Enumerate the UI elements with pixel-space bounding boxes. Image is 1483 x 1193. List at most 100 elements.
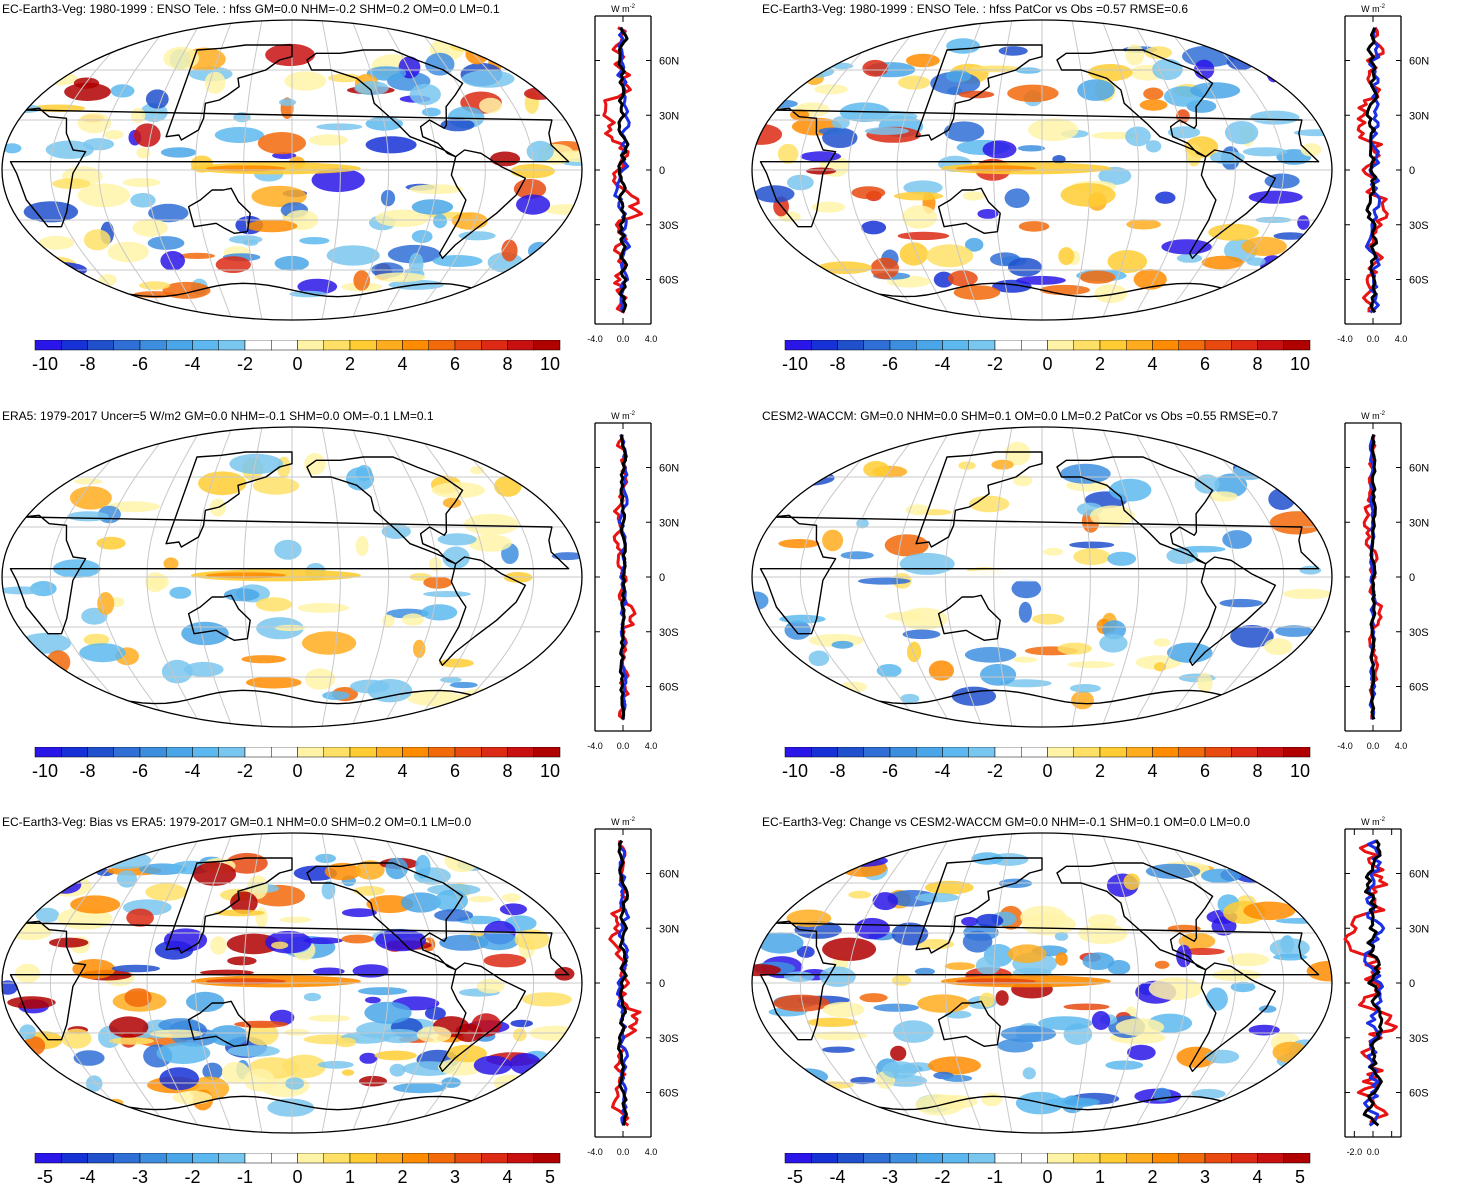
panel-cesm2: CESM2-WACCM: GM=0.0 NHM=0.0 SHM=0.1 OM=0… [750,407,1483,787]
colorbar: -10 -8 -6 -4 -2 0 2 4 6 8 10 [32,340,561,374]
meridian-line [944,20,983,320]
profile-lat-label: 30S [1409,1033,1429,1045]
map-border [1,832,583,1134]
anomaly-patch [440,118,475,132]
colorbar-cell [968,747,996,758]
anomaly-patch [297,602,350,613]
anomaly-patch [885,611,924,621]
anomaly-patch [179,252,215,259]
profile-line-black [617,839,629,1126]
colorbar-tick-label: 0 [292,761,302,781]
anomaly-patch [15,963,41,983]
profile-lat-label: 30S [659,220,679,232]
anomaly-patch [423,591,471,598]
anomaly-patch [1133,269,1167,290]
colorbar-cell [192,747,219,758]
colorbar-cell [139,340,167,351]
colorbar-cell [428,747,456,758]
colorbar-cell [863,747,891,758]
anomaly-patch [551,552,582,561]
colorbar-cell [889,747,917,758]
anomaly-patch [1013,475,1033,487]
colorbar-cell [533,340,561,351]
anomaly-patch [926,244,974,268]
anomaly-patch [132,218,168,237]
profile-lat-label: 30N [1409,923,1429,935]
anomaly-patch [982,140,1017,159]
anomaly-patch [981,1092,1003,1107]
profile-x-tick-label: 4.0 [645,334,658,344]
coastline-australia [187,187,251,235]
colorbar-tick-label: -3 [132,1167,148,1187]
coastline-namerica [306,49,464,158]
colorbar-tick-label: 3 [1200,1167,1210,1187]
meridian-line [896,833,953,1133]
profile-unit-label: W m-2 [611,817,635,827]
anomaly-patch [364,1001,412,1024]
anomaly-patch [490,151,521,167]
anomaly-patch [876,664,902,678]
colorbar-cell [349,1153,377,1164]
profile-lat-label: 0 [1409,978,1415,990]
anomaly-patch [943,121,985,142]
profile-x-tick-label: 0.0 [617,1147,630,1157]
meridian-line [1161,833,1236,1133]
colorbar-cell [784,1153,812,1164]
anomaly-patch [473,1055,513,1075]
colorbar-cell [968,1153,996,1164]
colorbar-cell [1283,1153,1311,1164]
anomaly-patch [130,107,146,124]
colorbar-tick-label: -4 [934,354,950,374]
anomaly-patch [945,70,971,83]
meridian-line [243,20,263,320]
anomaly-patch [202,1062,223,1080]
anomaly-patch [255,907,268,928]
anomaly-patch [172,1090,213,1105]
colorbar-tick-label: -5 [787,1167,803,1187]
anomaly-patch [1166,642,1213,663]
anomaly-patch [148,203,189,223]
colorbar-cell [218,340,246,351]
anomaly-patch [819,966,856,987]
anomaly-patch [975,913,1004,928]
anomaly-patch [456,688,509,712]
anomaly-patch [375,209,430,227]
anomaly-patch [499,903,527,916]
anomaly-patch [303,992,321,1002]
colorbar-cell [349,340,377,351]
meridian-line [799,833,893,1133]
anomaly-patch [77,183,131,208]
anomaly-patch [822,529,844,552]
anomaly-patch [1167,126,1201,139]
colorbar-cell [784,340,812,351]
anomaly-patch [223,588,260,602]
meridian-line [98,20,173,320]
anomaly-patch [831,640,854,649]
colorbar-cell [376,1153,403,1164]
colorbar-cell [323,340,351,351]
profile-x-tick-label: -2.0 [1347,1147,1363,1157]
anomaly-patch [215,256,251,273]
colorbar-tick-label: 10 [1290,354,1310,374]
anomaly-patch [884,534,929,557]
panel-model-tele: EC-Earth3-Veg: 1980-1999 : ENSO Tele. : … [0,0,735,380]
profile-lat-label: 0 [659,165,665,177]
colorbar-tick-label: 4 [397,354,407,374]
anomaly-patch [890,1045,907,1061]
profile-unit-label: W m-2 [611,411,635,421]
anomaly-patch [304,453,326,475]
anomaly-patch [411,230,433,243]
anomaly-patch [1148,977,1203,1001]
anomaly-patch [916,939,954,950]
profile-lat-label: 30N [659,517,679,529]
anomaly-patch [1079,270,1116,284]
colorbar-cell [1283,340,1311,351]
profile-lat-label: 60N [659,56,679,68]
colorbar-cell [916,747,943,758]
profile-x-tick-label: 0.0 [617,741,630,751]
anomaly-patch [299,237,330,245]
anomaly-patch [400,892,441,913]
zonal-mean-profile: W m-2 -4.0 0.0 4.0 60N 30N 0 30S 60S [1337,4,1429,344]
anomaly-patch [787,174,814,191]
colorbar-cell [863,340,891,351]
